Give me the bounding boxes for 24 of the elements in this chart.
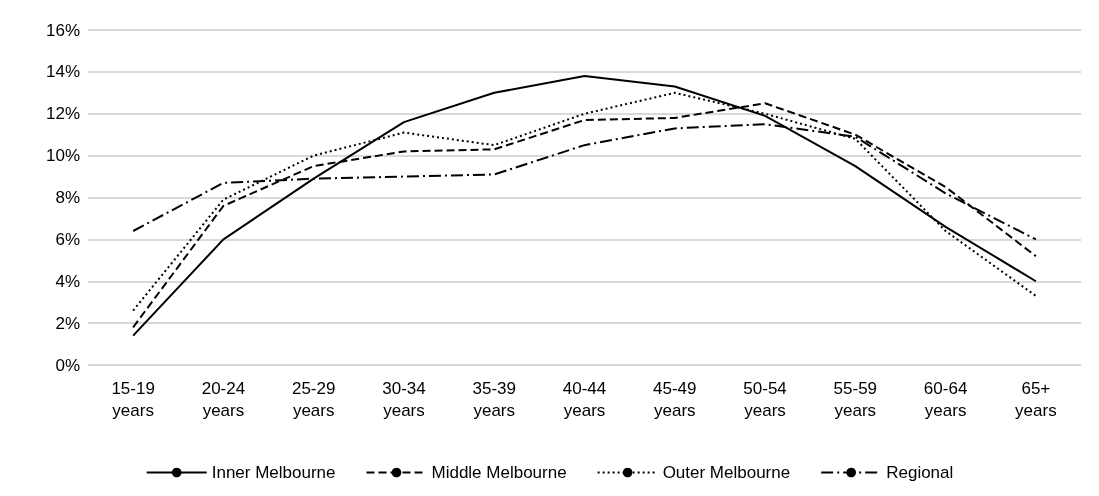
- x-tick-label: 30-34 years: [382, 378, 426, 420]
- x-tick-label: 60-64 years: [923, 378, 968, 420]
- x-tick-label: 65+ years: [1015, 378, 1057, 420]
- legend-label: Regional: [886, 463, 954, 482]
- y-tick-label: 0%: [55, 355, 80, 375]
- y-tick-label: 16%: [45, 20, 80, 40]
- x-tick-label: 45-49 years: [653, 378, 697, 420]
- y-tick-label: 2%: [55, 313, 80, 333]
- y-tick-label: 12%: [45, 104, 80, 124]
- x-tick-label: 25-29 years: [291, 378, 336, 420]
- legend-label: Middle Melbourne: [431, 463, 567, 482]
- legend-label: Inner Melbourne: [211, 463, 336, 482]
- y-tick-label: 6%: [55, 229, 80, 249]
- y-tick-label: 4%: [55, 271, 80, 291]
- y-tick-label: 14%: [45, 62, 80, 82]
- x-tick-label: 15-19 years: [111, 378, 155, 420]
- legend-label: Outer Melbourne: [662, 463, 791, 482]
- x-tick-label: 55-59 years: [833, 378, 878, 420]
- y-tick-label: 8%: [55, 188, 80, 207]
- x-tick-label: 20-24 years: [201, 378, 246, 420]
- x-tick-label: 50-54 years: [743, 378, 787, 420]
- x-tick-label: 40-44 years: [562, 378, 607, 420]
- y-tick-label: 10%: [45, 146, 80, 166]
- x-tick-label: 35-39 years: [472, 378, 516, 420]
